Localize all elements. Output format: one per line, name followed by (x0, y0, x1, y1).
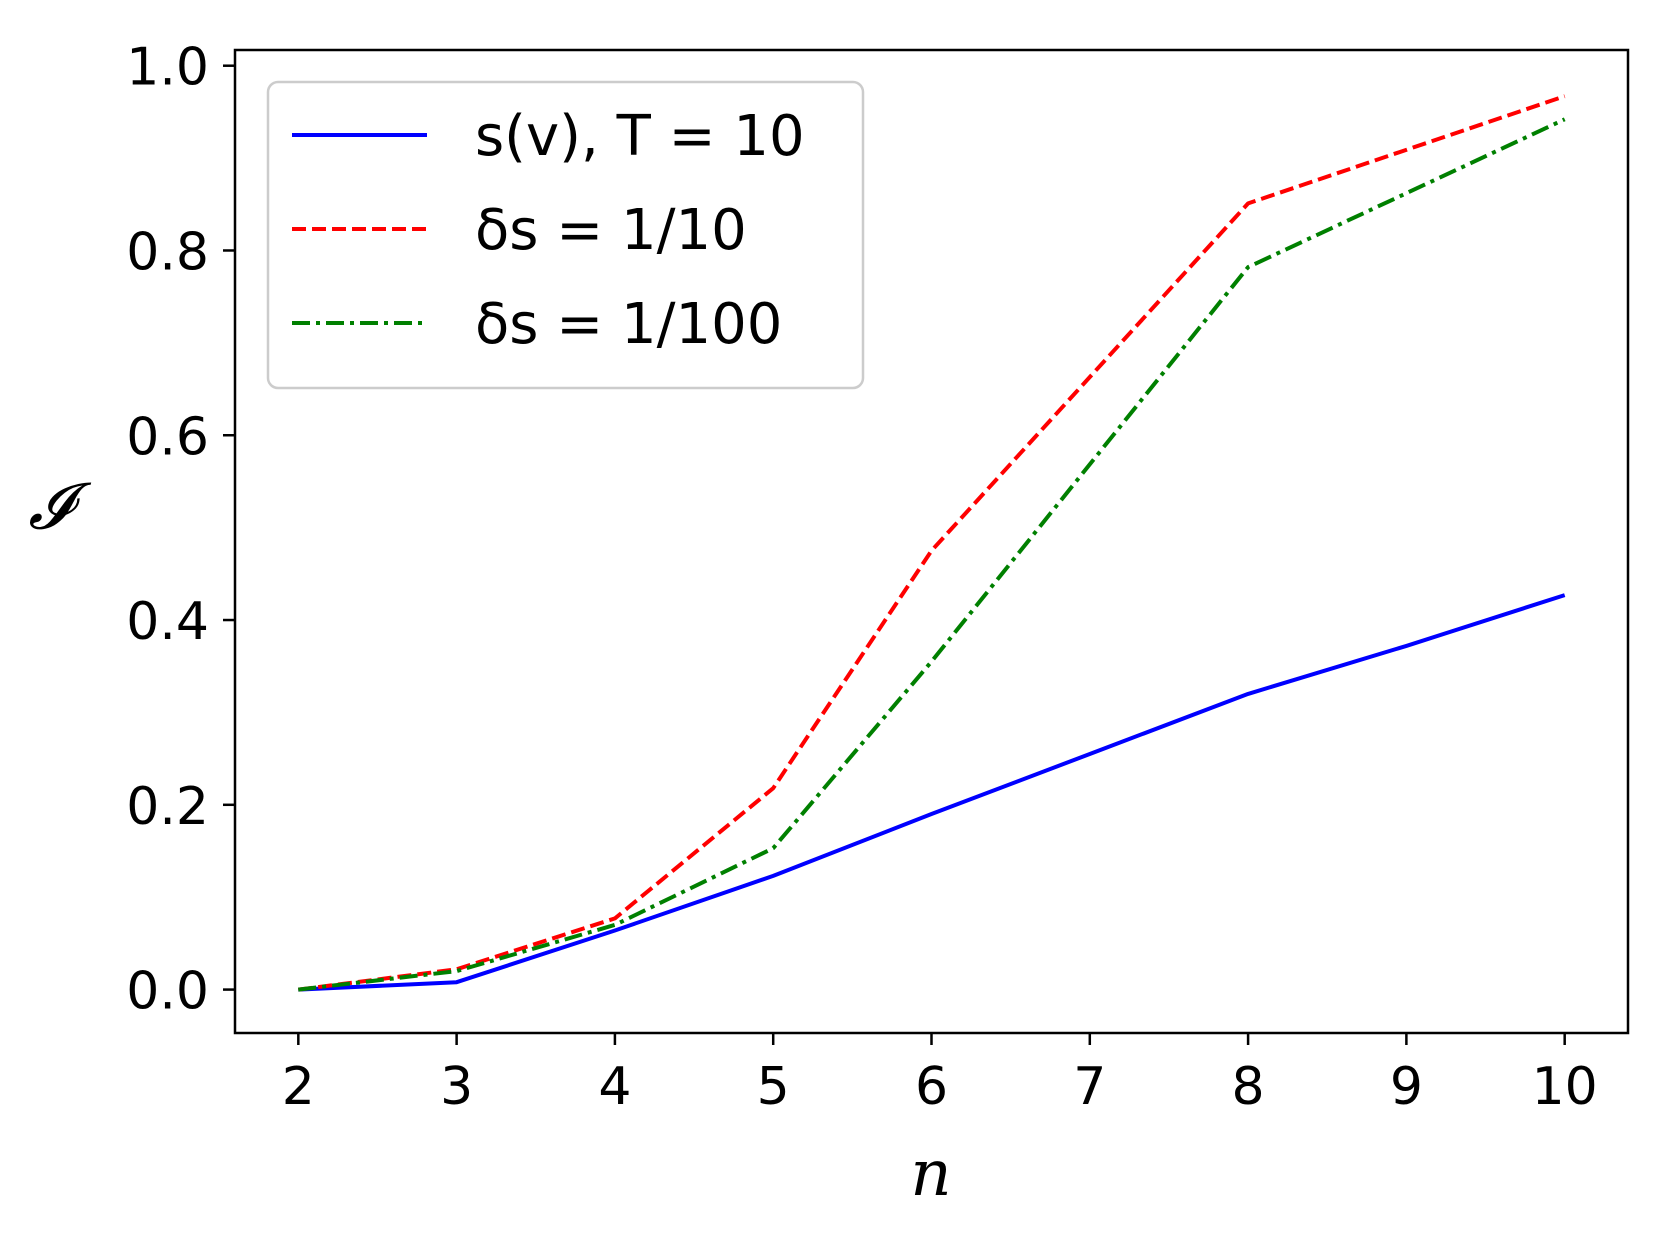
x-tick-label: 7 (1073, 1057, 1106, 1117)
tick-layer: 2 3 4 5 6 7 8 9 10 0.0 0.2 0.4 0.6 0.8 1.0 (126, 38, 1597, 1117)
y-tick-label: 0.6 (126, 407, 209, 467)
y-tick-label: 1.0 (126, 38, 209, 98)
legend-frame (266, 80, 865, 390)
series-layer (298, 94, 1566, 992)
y-tick-label: 0.0 (126, 962, 209, 1022)
y-tick-label: 0.2 (126, 777, 209, 837)
x-tick-label: 10 (1532, 1057, 1598, 1117)
x-tick-label: 2 (282, 1057, 315, 1117)
x-tick-label: 6 (915, 1057, 948, 1117)
series-line-3 (298, 117, 1566, 992)
x-tick-label: 4 (598, 1057, 631, 1117)
x-tick-label: 5 (757, 1057, 790, 1117)
series-line-2 (298, 94, 1566, 992)
series-line-1 (298, 593, 1566, 992)
legend-label-1: s(v), T = 10 (475, 104, 805, 169)
x-tick-label: 3 (440, 1057, 473, 1117)
x-axis-title: n (910, 1137, 951, 1211)
legend: s(v), T = 10 δs = 1/10 δs = 1/100 (266, 80, 865, 390)
y-tick-label: 0.8 (126, 222, 209, 282)
legend-label-2: δs = 1/10 (475, 198, 747, 263)
y-tick-label: 0.4 (126, 592, 209, 652)
x-tick-label: 8 (1232, 1057, 1265, 1117)
x-tick-label: 9 (1390, 1057, 1423, 1117)
legend-label-3: δs = 1/100 (475, 292, 782, 357)
